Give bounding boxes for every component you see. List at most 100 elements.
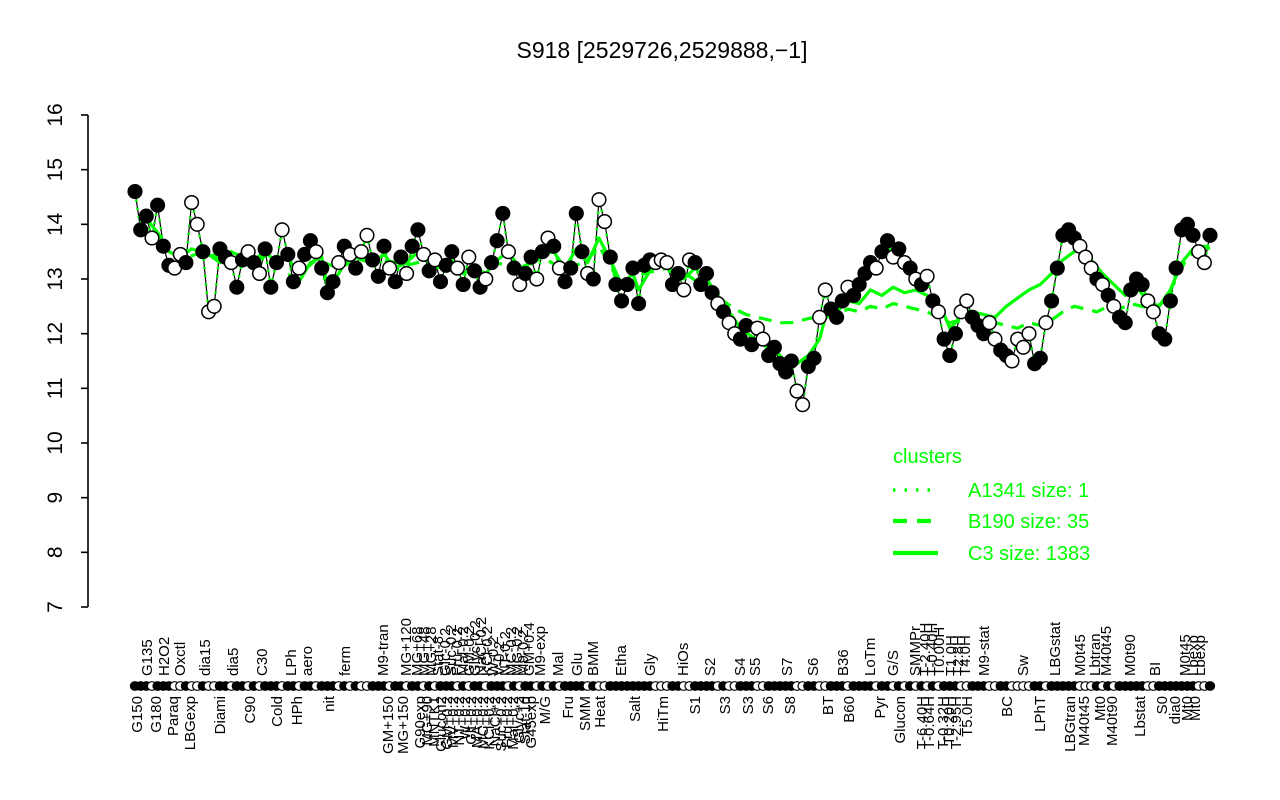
x-axis-label: M/G — [537, 696, 554, 724]
x-axis-label: Mt0 — [1092, 696, 1109, 721]
x-axis-label: T-0.64H — [921, 696, 938, 749]
x-axis-label: dia0 — [1167, 696, 1184, 724]
x-axis-label: GM+150 — [380, 696, 397, 754]
data-point — [432, 274, 449, 290]
x-axis-label: Sw — [1015, 655, 1032, 676]
x-axis-label: HiTm — [655, 696, 672, 732]
x-axis-label: T5.0H — [959, 696, 976, 737]
x-axis-label: MA+0.2 — [469, 696, 486, 748]
x-axis-label: M0t90 — [1122, 634, 1139, 676]
data-point — [461, 249, 477, 265]
data-point — [1015, 339, 1031, 355]
data-point — [1049, 260, 1065, 276]
data-point — [229, 279, 245, 295]
data-point — [127, 183, 143, 200]
x-axis-label: G45exp — [523, 696, 540, 749]
y-tick-label: 7 — [44, 601, 67, 613]
x-axis-label: G135 — [139, 639, 156, 676]
x-axis-label: LoTm — [862, 638, 879, 676]
x-axis-label: S5 — [747, 658, 764, 676]
data-point — [795, 397, 811, 413]
chart-title: S918 [2529726,2529888,−1] — [517, 37, 808, 63]
data-point — [291, 260, 307, 276]
data-point — [755, 331, 771, 347]
x-axis-label: HiOs — [675, 643, 692, 676]
x-axis-label: T-2.95H — [948, 696, 965, 749]
x-axis-label: MG+68 — [409, 626, 426, 676]
legend-item-c3: C3 size: 1383 — [968, 543, 1090, 565]
data-point — [930, 304, 946, 320]
data-point — [150, 197, 166, 213]
data-point — [563, 260, 579, 276]
x-axis-label: S3 — [740, 696, 757, 714]
data-point — [376, 238, 392, 254]
x-axis-label: M40t45 — [1098, 626, 1115, 676]
data-point — [591, 192, 607, 208]
x-axis-label: Pyr — [872, 696, 889, 719]
x-axis-label: Glyc+2 — [511, 696, 528, 743]
x-axis-label: H2O2 — [156, 637, 173, 676]
x-axis-label: NT-0.2 — [497, 631, 514, 676]
x-axis-label: G/S — [885, 650, 902, 676]
x-axis-label: BT — [820, 696, 837, 715]
data-point — [444, 244, 460, 260]
x-axis-label: SMM — [577, 696, 594, 731]
x-axis-label: SMMPr — [907, 626, 924, 676]
data-point — [133, 222, 149, 238]
data-point — [483, 255, 500, 271]
x-axis-label: KCl-0.2 — [479, 626, 496, 676]
data-point — [263, 279, 279, 295]
data-point — [353, 244, 369, 260]
x-axis-label: MG+90 — [419, 696, 436, 746]
y-tick-label: 10 — [44, 431, 67, 454]
data-point — [489, 233, 505, 249]
data-point — [1202, 227, 1218, 243]
x-axis-label: C30 — [254, 648, 271, 676]
x-axis-label: M40t90 — [1104, 696, 1121, 746]
y-tick-label: 8 — [44, 546, 67, 558]
x-axis-label: Fru+0.2 — [499, 696, 516, 748]
x-axis-label: M9-tran — [375, 624, 392, 676]
data-point — [274, 222, 290, 238]
x-axis-label: NT+0.2 — [451, 696, 468, 746]
data-point — [410, 222, 426, 238]
x-axis-label: BI — [1147, 662, 1164, 676]
legend-title: clusters — [893, 446, 962, 468]
data-point — [1196, 255, 1212, 271]
x-axis-label: MG+120 — [398, 618, 415, 676]
x-axis-label: S0 — [1154, 696, 1171, 714]
data-point — [359, 227, 375, 243]
x-axis-label: S1 — [687, 696, 704, 714]
data-point — [602, 249, 618, 265]
x-axis-label: T-2.40H — [917, 623, 934, 676]
data-point — [1038, 315, 1054, 331]
x-axis-label: GM-0.2 — [461, 626, 478, 676]
x-axis-label: W-0.2 — [485, 636, 502, 676]
legend-item-a1341: A1341 size: 1 — [968, 480, 1089, 502]
x-axis-label: dia15 — [197, 639, 214, 676]
x-axis-label: G90exp — [412, 696, 429, 749]
data-point — [155, 238, 171, 254]
x-axis-label: dia5 — [225, 648, 242, 676]
x-axis-label: LBGexp — [182, 696, 199, 750]
data-point — [817, 282, 833, 298]
data-point — [1185, 227, 1201, 243]
data-point — [879, 233, 896, 249]
x-axis-label: Mal-0.2 — [455, 626, 472, 676]
data-point — [659, 255, 675, 271]
data-point — [789, 383, 805, 399]
data-point — [766, 339, 782, 355]
data-point — [631, 296, 647, 312]
y-tick-label: 15 — [44, 158, 67, 181]
data-point — [206, 298, 222, 314]
data-point — [557, 274, 573, 290]
x-axis-label: nit — [321, 695, 338, 712]
x-axis-label: Lbstat — [1132, 695, 1149, 737]
x-axis-label: B60 — [841, 696, 858, 723]
x-axis-label: MG-0.2 — [509, 626, 526, 676]
x-axis-label: Glyc-0.2 — [467, 620, 484, 676]
x-axis-label: Glucon — [892, 696, 909, 744]
data-point — [365, 252, 381, 268]
x-axis-label: Lbexp — [1185, 635, 1202, 676]
x-axis-label: T1.0H — [943, 635, 960, 676]
